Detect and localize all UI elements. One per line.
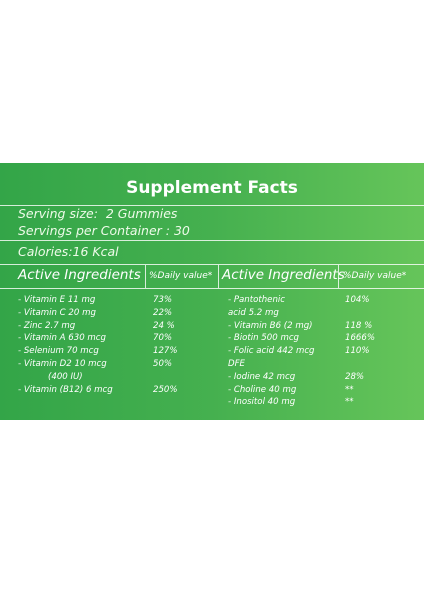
daily-value: 28% xyxy=(345,371,365,382)
ingredient-row: - Iodine 42 mcg 28% xyxy=(228,371,418,384)
ingredient-column: - Pantothenic acid 5.2 mg 104% - Vitamin B6… xyxy=(228,294,418,409)
ingredient-name: - Vitamin A 630 mcg xyxy=(18,333,106,344)
daily-value: 110% xyxy=(345,346,370,357)
title: Supplement Facts xyxy=(126,178,298,198)
daily-value: ** xyxy=(345,397,354,408)
servings-per-container: Servings per Container : 30 xyxy=(18,223,190,238)
divider xyxy=(338,265,339,288)
ingredient-row: - Vitamin A 630 mcg 70% xyxy=(18,332,218,345)
ingredient-row: - Biotin 500 mcg 1666% xyxy=(228,332,418,345)
ingredient-name: - Vitamin B6 (2 mg) xyxy=(228,320,313,331)
ingredient-row: - Folic acid 442 mcg DFE 110% xyxy=(228,345,418,371)
column-header: Active Ingredients xyxy=(18,267,141,283)
ingredient-name: - Folic acid 442 mcg xyxy=(228,346,315,357)
divider xyxy=(0,288,424,289)
ingredient-row: - Pantothenic acid 5.2 mg 104% xyxy=(228,294,418,320)
ingredient-row: - Selenium 70 mcg 127% xyxy=(18,345,218,358)
daily-value: 50% xyxy=(153,358,173,369)
column-header: Active Ingredients xyxy=(222,267,345,283)
ingredient-row: - Inositol 40 mg ** xyxy=(228,396,418,409)
daily-value: 1666% xyxy=(345,333,376,344)
calories: Calories:16 Kcal xyxy=(18,244,119,259)
daily-value: ** xyxy=(345,384,354,395)
divider xyxy=(0,264,424,265)
ingredient-row: - Vitamin C 20 mg 22% xyxy=(18,307,218,320)
ingredient-name: - Biotin 500 mcg xyxy=(228,333,299,344)
daily-value: 118 % xyxy=(345,320,373,331)
daily-value: 24 % xyxy=(153,320,175,331)
dv-header: %Daily value* xyxy=(343,271,407,281)
ingredient-name: - Selenium 70 mcg xyxy=(18,346,99,357)
divider xyxy=(0,240,424,241)
ingredient-name: - Vitamin (B12) 6 mcg xyxy=(18,384,113,395)
daily-value: 70% xyxy=(153,333,173,344)
ingredient-name: acid 5.2 mg xyxy=(228,307,279,318)
divider xyxy=(145,265,146,288)
ingredient-row: - Zinc 2.7 mg 24 % xyxy=(18,320,218,333)
ingredient-name: DFE xyxy=(228,358,245,369)
divider xyxy=(218,265,219,288)
divider xyxy=(0,205,424,206)
ingredient-name: - Iodine 42 mcg xyxy=(228,371,296,382)
dv-header: %Daily value* xyxy=(149,271,213,281)
daily-value: 22% xyxy=(153,307,173,318)
ingredient-name: - Vitamin D2 10 mcg xyxy=(18,358,107,369)
serving-size: Serving size: 2 Gummies xyxy=(18,206,178,221)
ingredient-row: - Choline 40 mg ** xyxy=(228,384,418,397)
ingredient-row: - Vitamin (B12) 6 mcg 250% xyxy=(18,384,218,397)
ingredient-row: - Vitamin E 11 mg 73% xyxy=(18,294,218,307)
ingredient-name: - Inositol 40 mg xyxy=(228,397,296,408)
ingredient-column: - Vitamin E 11 mg 73% - Vitamin C 20 mg 22%… xyxy=(18,294,218,396)
ingredient-row: - Vitamin B6 (2 mg) 118 % xyxy=(228,320,418,333)
ingredient-name: (400 IU) xyxy=(48,371,83,382)
daily-value: 104% xyxy=(345,295,370,305)
ingredient-name: - Choline 40 mg xyxy=(228,384,297,395)
ingredient-name: - Zinc 2.7 mg xyxy=(18,320,76,331)
daily-value: 250% xyxy=(153,384,178,395)
ingredient-name: - Vitamin E 11 mg xyxy=(18,295,96,305)
ingredient-row: - Vitamin D2 10 mcg (400 IU) 50% xyxy=(18,358,218,384)
ingredient-name: - Pantothenic xyxy=(228,295,286,305)
daily-value: 127% xyxy=(153,346,178,357)
ingredient-name: - Vitamin C 20 mg xyxy=(18,307,96,318)
daily-value: 73% xyxy=(153,295,173,305)
